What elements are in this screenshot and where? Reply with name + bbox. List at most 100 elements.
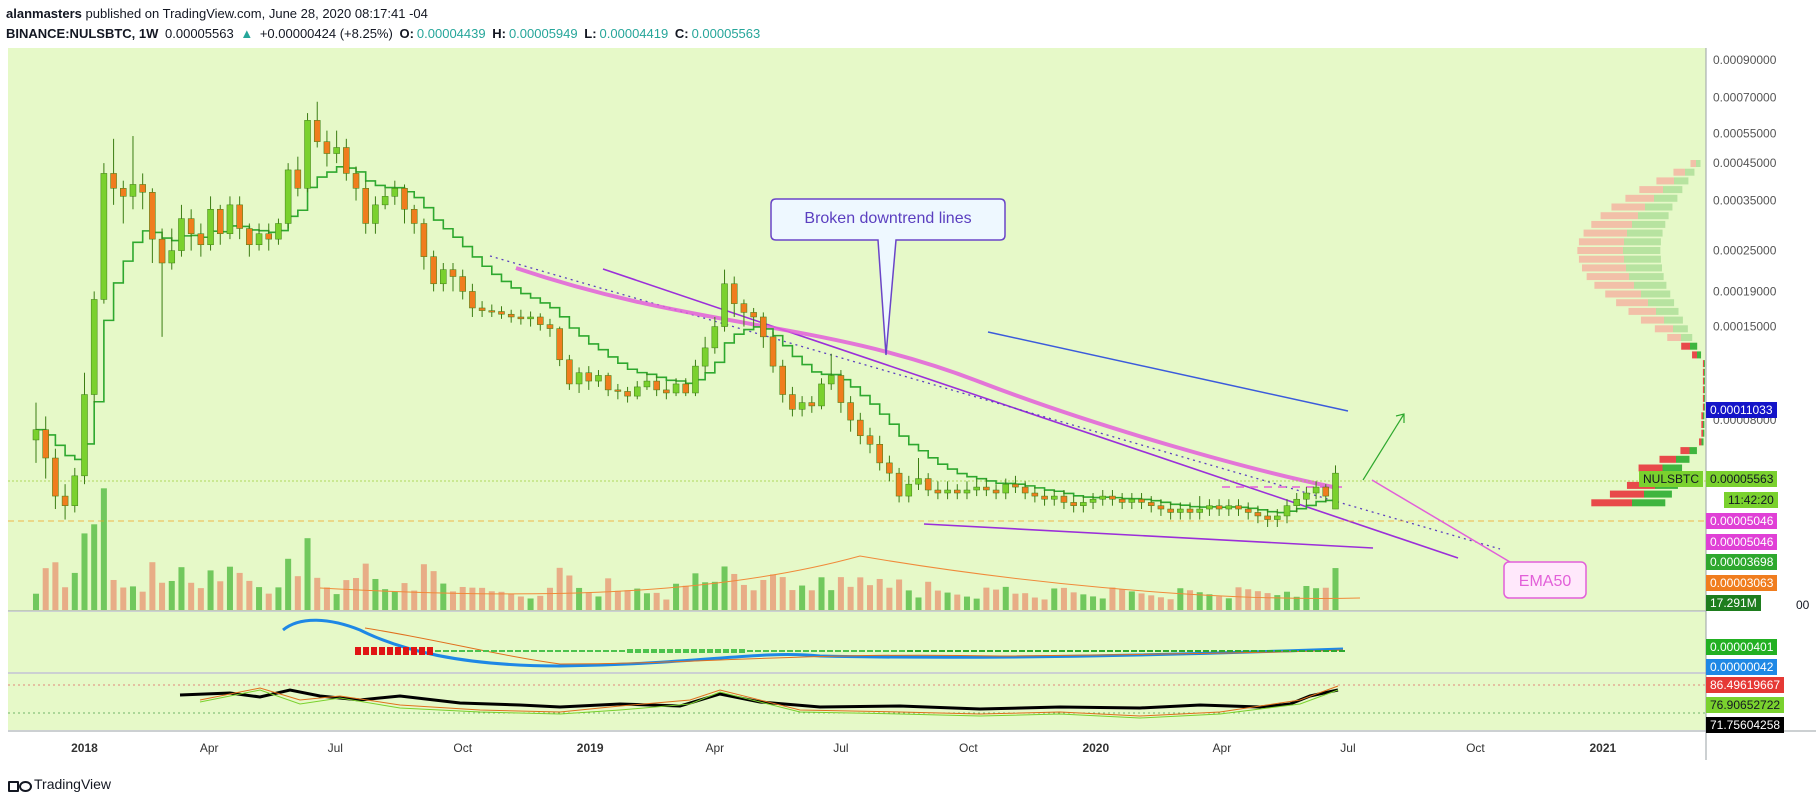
macd-histogram-bar xyxy=(1003,650,1009,652)
macd-histogram-bar xyxy=(1235,650,1241,652)
author-name[interactable]: alanmasters xyxy=(6,6,82,21)
macd-histogram-bar xyxy=(411,647,417,655)
macd-histogram-bar xyxy=(443,650,449,652)
candle-body xyxy=(905,483,913,497)
candle-body xyxy=(498,311,505,315)
volume-bar xyxy=(576,587,583,610)
profile-bar-sell xyxy=(1625,194,1654,202)
profile-bar-buy xyxy=(1696,160,1701,167)
profile-bar-sell xyxy=(1654,325,1673,333)
candle-body xyxy=(1118,498,1126,503)
volume-bar xyxy=(1022,593,1029,610)
macd-histogram-bar xyxy=(1307,650,1313,652)
macd-histogram-bar xyxy=(371,647,377,655)
volume-bar xyxy=(265,593,272,610)
brand-name: TradingView xyxy=(34,776,112,792)
volume-bar xyxy=(343,580,350,610)
macd-histogram-bar xyxy=(547,650,553,652)
profile-bar-buy xyxy=(1656,307,1679,315)
candle-body xyxy=(1312,486,1320,494)
rsi-indicator xyxy=(8,684,1706,719)
candle-body xyxy=(275,223,282,240)
high-key: H: xyxy=(492,26,506,41)
macd-histogram-bar xyxy=(859,650,865,652)
candle-body xyxy=(1283,505,1291,517)
profile-bar-sell xyxy=(1673,168,1685,176)
ema-callout-box[interactable] xyxy=(1503,561,1587,599)
macd-line xyxy=(282,618,1344,668)
macd-histogram-bar xyxy=(979,650,985,652)
candle-body xyxy=(420,223,428,257)
symbol-label[interactable]: BINANCE:NULSBTC, 1W xyxy=(6,26,159,41)
volume-bar xyxy=(963,596,970,610)
volume-bar xyxy=(217,581,224,610)
profile-bar-buy xyxy=(1629,273,1664,281)
profile-bar-sell xyxy=(1582,264,1626,272)
candle-body xyxy=(197,233,205,246)
ema-callout-text: EMA50 xyxy=(1519,573,1572,590)
macd-histogram-bar xyxy=(667,649,673,653)
volume-bar xyxy=(837,577,844,610)
volume-bar xyxy=(197,588,204,610)
volume-bar xyxy=(1157,597,1164,610)
macd-histogram-bar xyxy=(883,650,889,652)
profile-bar-buy xyxy=(1634,281,1667,289)
candle-body xyxy=(333,147,340,154)
macd-histogram-bar xyxy=(491,650,497,652)
macd-histogram-bar xyxy=(1195,650,1201,652)
macd-histogram-bar xyxy=(467,650,473,652)
volume-bar xyxy=(925,581,932,610)
macd-histogram-bar xyxy=(523,650,529,652)
candle-body xyxy=(216,209,224,234)
candle-body xyxy=(430,256,437,285)
volume-bar xyxy=(973,598,980,610)
time-tick-label: 2019 xyxy=(577,741,604,755)
trend-lines xyxy=(8,255,1706,559)
rsi-tag-a: 86.49619667 xyxy=(1706,677,1785,693)
candle-body xyxy=(1002,483,1010,494)
volume-bar xyxy=(692,573,699,610)
volume-bar xyxy=(663,599,670,610)
candle-body xyxy=(32,429,40,441)
volume-bar xyxy=(1313,588,1320,610)
macd-histogram-bar xyxy=(867,650,873,652)
published-text: published on TradingView.com, June 28, 2… xyxy=(85,6,428,21)
time-tick-label: Jul xyxy=(328,741,343,755)
price-ticks: 0.00090000 0.00070000 0.00055000 0.00045000… xyxy=(1713,53,1777,427)
profile-bar-sell xyxy=(1656,177,1674,185)
macd-histogram-bar xyxy=(363,647,369,655)
candle-body xyxy=(624,391,631,397)
macd-histogram-bar xyxy=(507,650,513,652)
macd-histogram-bar xyxy=(763,650,769,652)
candle-body xyxy=(1177,508,1184,513)
volume-bar xyxy=(653,592,660,610)
macd-histogram-bar xyxy=(939,650,945,652)
volume-bar xyxy=(372,578,379,610)
profile-bar-sell xyxy=(1616,299,1648,307)
volume-bar xyxy=(1080,594,1087,610)
candle-body xyxy=(798,402,806,410)
candle-body xyxy=(1332,472,1339,510)
profile-bar-buy xyxy=(1663,186,1683,194)
candle-body xyxy=(1303,492,1310,500)
candle-body xyxy=(963,489,971,494)
profile-bar-buy xyxy=(1690,342,1698,350)
macd-histogram-bar xyxy=(699,649,705,653)
macd-histogram-bar xyxy=(571,650,577,652)
footer-brand[interactable]: TradingView xyxy=(8,776,111,792)
candle-body xyxy=(595,375,602,382)
candle-body xyxy=(633,386,641,397)
downtrend-callout-box[interactable] xyxy=(770,198,1006,356)
macd-histogram-bar xyxy=(379,647,385,655)
volume-bar xyxy=(440,583,447,610)
ma-price-tag: 0.00005046 xyxy=(1706,513,1778,529)
profile-bar-sell xyxy=(1692,351,1697,359)
candle-body xyxy=(992,489,1000,494)
candle-body xyxy=(527,316,534,320)
volume-bar xyxy=(353,577,360,610)
macd-histogram-bar xyxy=(683,649,689,653)
profile-bar-buy xyxy=(1685,168,1695,176)
volume-tag: 17.291M xyxy=(1706,595,1761,611)
macd-histogram-bar xyxy=(419,647,425,655)
